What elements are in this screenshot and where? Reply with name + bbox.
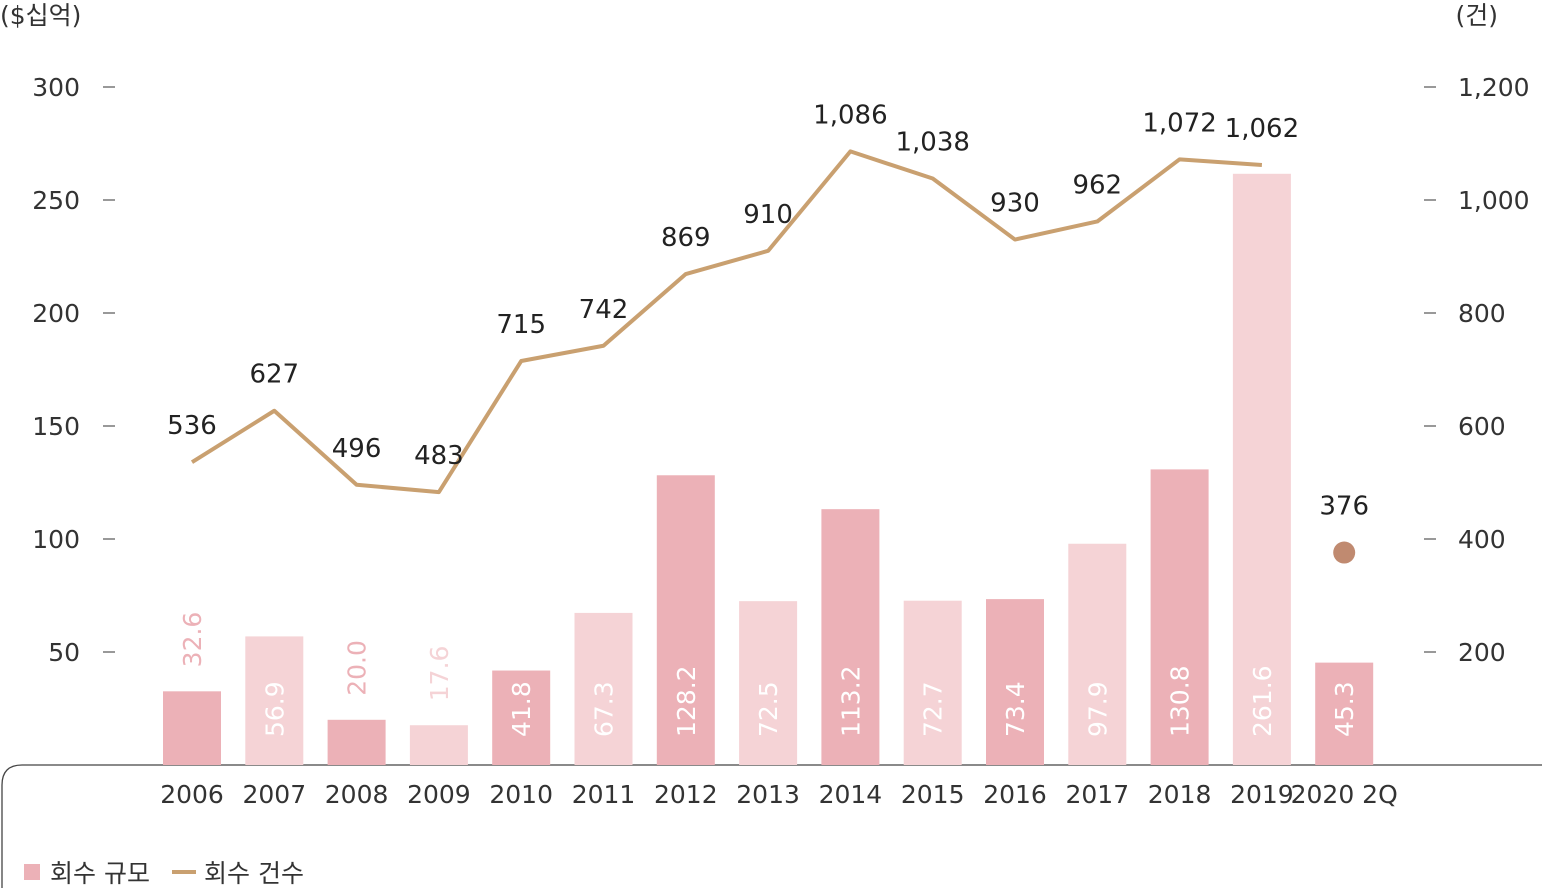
count-value-label: 715 <box>496 310 546 340</box>
right-tick-label: 400 <box>1458 525 1506 554</box>
left-tick-label: 150 <box>32 412 80 441</box>
right-tick-label: 800 <box>1458 299 1506 328</box>
data-labels: 32.6 56.9 20.0 17.6 41.8 67.3 128.2 72.5 113.2 72… <box>167 100 1369 737</box>
count-value-label: 910 <box>743 200 793 230</box>
bar-value-label: 56.9 <box>260 681 289 737</box>
right-tick-label: 600 <box>1458 412 1506 441</box>
bar-value-label: 67.3 <box>590 681 619 737</box>
bar <box>1315 662 1374 765</box>
count-value-label: 627 <box>249 360 299 390</box>
right-tick-label: 1,000 <box>1458 186 1530 215</box>
bar <box>986 599 1044 765</box>
left-tick-label: 50 <box>48 638 80 667</box>
bar <box>327 719 386 765</box>
count-value-label: 742 <box>579 295 629 325</box>
x-tick-label: 2017 <box>1065 780 1129 809</box>
count-value-label: 376 <box>1319 492 1369 522</box>
count-value-label: 496 <box>332 434 382 464</box>
bar-value-label: 20.0 <box>343 640 372 696</box>
left-tick-label: 200 <box>32 299 80 328</box>
bar <box>739 601 798 765</box>
bars <box>163 173 1374 765</box>
count-value-label: 1,086 <box>813 100 887 130</box>
bar-value-label: 128.2 <box>672 665 701 737</box>
bar <box>574 612 633 765</box>
bar <box>903 600 962 765</box>
left-axis-unit: ($십억) <box>0 1 81 30</box>
left-tick-label: 250 <box>32 186 80 215</box>
x-tick-label: 2007 <box>242 780 306 809</box>
count-value-label: 536 <box>167 411 217 441</box>
count-value-label: 962 <box>1072 170 1122 200</box>
x-tick-label: 2019 <box>1230 780 1294 809</box>
right-tick-label: 1,200 <box>1458 73 1530 102</box>
bar <box>656 475 715 765</box>
count-marker <box>1333 541 1356 564</box>
x-axis-line <box>1 764 1542 888</box>
bar <box>821 509 880 765</box>
bar <box>1068 543 1127 765</box>
bar <box>409 725 468 765</box>
bar-value-label: 17.6 <box>425 646 454 702</box>
bar-value-label: 97.9 <box>1083 681 1112 737</box>
bar-value-label: 261.6 <box>1248 665 1277 737</box>
x-tick-label: 2008 <box>325 780 389 809</box>
x-tick-label: 2015 <box>901 780 965 809</box>
x-tick-label: 2010 <box>489 780 553 809</box>
bar-value-label: 113.2 <box>836 665 865 737</box>
x-tick-label: 2013 <box>736 780 800 809</box>
bar <box>163 691 221 765</box>
right-tick-label: 200 <box>1458 638 1506 667</box>
legend-swatch-bar <box>24 864 40 880</box>
count-line-path <box>190 149 1263 495</box>
x-tick-label: 2011 <box>572 780 636 809</box>
count-value-label: 930 <box>990 189 1040 219</box>
count-value-label: 1,072 <box>1142 108 1216 138</box>
x-tick-label: 2014 <box>819 780 883 809</box>
count-value-label: 483 <box>414 441 464 471</box>
bar-value-label: 41.8 <box>507 681 536 737</box>
bar-value-label: 130.8 <box>1166 665 1195 737</box>
x-tick-label: 2018 <box>1148 780 1212 809</box>
count-line <box>190 149 1356 564</box>
left-tick-label: 300 <box>32 73 80 102</box>
bar <box>1232 173 1291 765</box>
x-tick-label: 2016 <box>983 780 1047 809</box>
bar <box>492 670 551 765</box>
x-tick-label: 2020 2Q <box>1291 780 1398 809</box>
left-tick-label: 100 <box>32 525 80 554</box>
bar <box>245 636 304 765</box>
bar-value-label: 73.4 <box>1001 681 1030 737</box>
bar-value-label: 72.7 <box>919 681 948 737</box>
count-value-label: 869 <box>661 223 711 253</box>
right-axis-unit: (건) <box>1455 1 1498 30</box>
legend: 회수 규모 회수 건수 <box>24 859 304 888</box>
x-tick-label: 2009 <box>407 780 471 809</box>
legend-label-bar: 회수 규모 <box>50 859 150 888</box>
legend-label-line: 회수 건수 <box>204 859 304 888</box>
x-tick-label: 2012 <box>654 780 718 809</box>
bar-value-label: 45.3 <box>1330 681 1359 737</box>
bar <box>1150 469 1209 765</box>
bar-value-label: 72.5 <box>754 681 783 737</box>
count-value-label: 1,038 <box>895 128 969 158</box>
bar-value-label: 32.6 <box>178 612 207 668</box>
count-value-label: 1,062 <box>1225 114 1299 144</box>
x-tick-label: 2006 <box>160 780 224 809</box>
